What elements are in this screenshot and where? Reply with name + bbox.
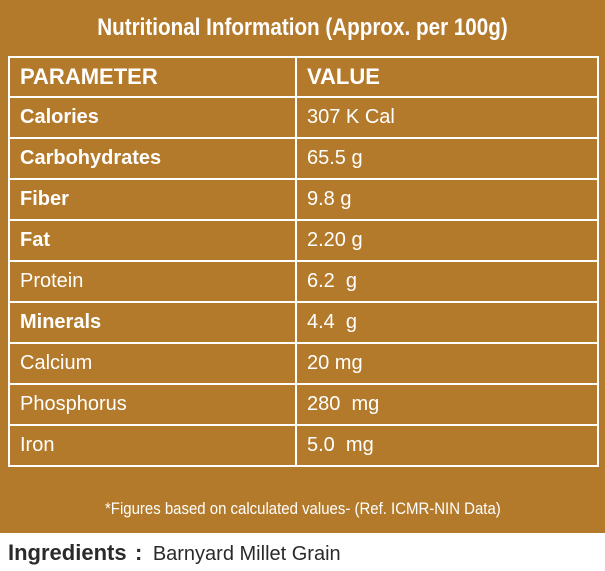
- ingredients-separator: :: [135, 540, 143, 565]
- panel-title: Nutritional Information (Approx. per 100…: [97, 14, 508, 41]
- value-cell: 307 K Cal: [295, 96, 599, 139]
- nutrition-table: PARAMETER VALUE Calories 307 K Cal Carbo…: [8, 56, 599, 467]
- parameter-cell: Protein: [8, 260, 297, 303]
- parameter-cell: Calcium: [8, 342, 297, 385]
- table-row: Calories 307 K Cal: [8, 96, 599, 139]
- value-cell: 280 mg: [295, 383, 599, 426]
- column-header-parameter: PARAMETER: [8, 56, 297, 98]
- value-cell: 5.0 mg: [295, 424, 599, 467]
- value-cell: 20 mg: [295, 342, 599, 385]
- ingredients-value: Barnyard Millet Grain: [152, 543, 341, 565]
- value-cell: 4.4 g: [295, 301, 599, 344]
- footnote: *Figures based on calculated values- (Re…: [0, 490, 605, 528]
- value-cell: 2.20 g: [295, 219, 599, 262]
- parameter-cell: Iron: [8, 424, 297, 467]
- table-row: Protein 6.2 g: [8, 260, 599, 303]
- parameter-cell: Carbohydrates: [8, 137, 297, 180]
- table-row: Carbohydrates 65.5 g: [8, 137, 599, 180]
- parameter-cell: Minerals: [8, 301, 297, 344]
- ingredients-label: Ingredients: [8, 540, 127, 565]
- parameter-cell: Calories: [8, 96, 297, 139]
- value-cell: 9.8 g: [295, 178, 599, 221]
- table-row: Iron 5.0 mg: [8, 424, 599, 467]
- table-row: Phosphorus 280 mg: [8, 383, 599, 426]
- table-row: Calcium 20 mg: [8, 342, 599, 385]
- table-row: Minerals 4.4 g: [8, 301, 599, 344]
- parameter-cell: Fat: [8, 219, 297, 262]
- ingredients-line: Ingredients : Barnyard Millet Grain: [8, 538, 341, 568]
- parameter-cell: Phosphorus: [8, 383, 297, 426]
- nutrition-panel: Nutritional Information (Approx. per 100…: [0, 0, 605, 533]
- column-header-value: VALUE: [295, 56, 599, 98]
- table-row: Fat 2.20 g: [8, 219, 599, 262]
- parameter-cell: Fiber: [8, 178, 297, 221]
- table-row: Fiber 9.8 g: [8, 178, 599, 221]
- value-cell: 6.2 g: [295, 260, 599, 303]
- table-header-row: PARAMETER VALUE: [8, 56, 599, 98]
- value-cell: 65.5 g: [295, 137, 599, 180]
- footnote-text: *Figures based on calculated values- (Re…: [104, 499, 501, 518]
